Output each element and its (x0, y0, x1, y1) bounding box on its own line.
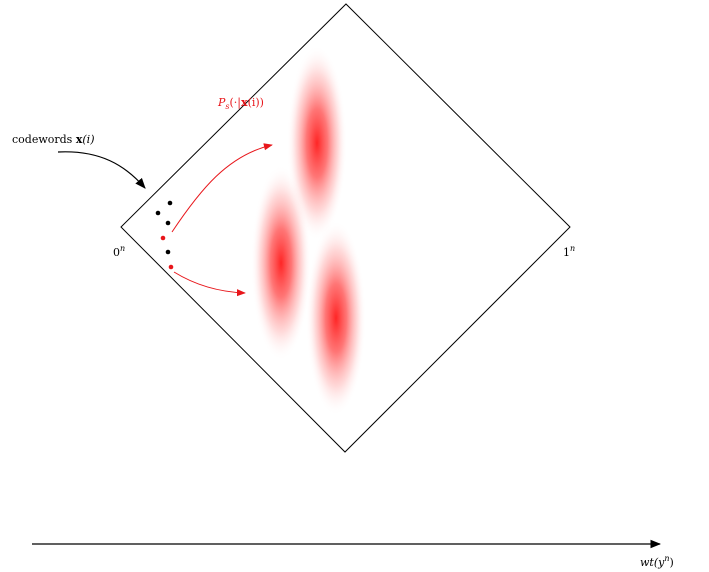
codeword-dot-highlighted (168, 264, 174, 270)
one-corner-label: 1n (563, 244, 575, 259)
distribution-blob-bottom (306, 220, 366, 416)
distribution-blob-top (287, 45, 347, 241)
codeword-dot (155, 210, 161, 216)
weight-diamond (120, 3, 571, 453)
codeword-dots (155, 200, 174, 270)
codeword-dot (167, 200, 173, 206)
channel-distribution-label: Ps(·|x(i)) (217, 96, 264, 111)
distribution-blob-left (251, 165, 311, 361)
codewords-label: codewords x(i) (12, 133, 95, 146)
weight-axis-label: wt(yn) (640, 554, 674, 569)
channel-arrow-upper (171, 143, 273, 233)
zero-corner-label: 0n (113, 244, 125, 259)
codewords-arrow (57, 151, 146, 189)
codeword-dot-highlighted (160, 235, 166, 241)
channel-arrow-lower (173, 271, 246, 297)
codeword-dot (165, 249, 171, 255)
codeword-dot (165, 220, 171, 226)
